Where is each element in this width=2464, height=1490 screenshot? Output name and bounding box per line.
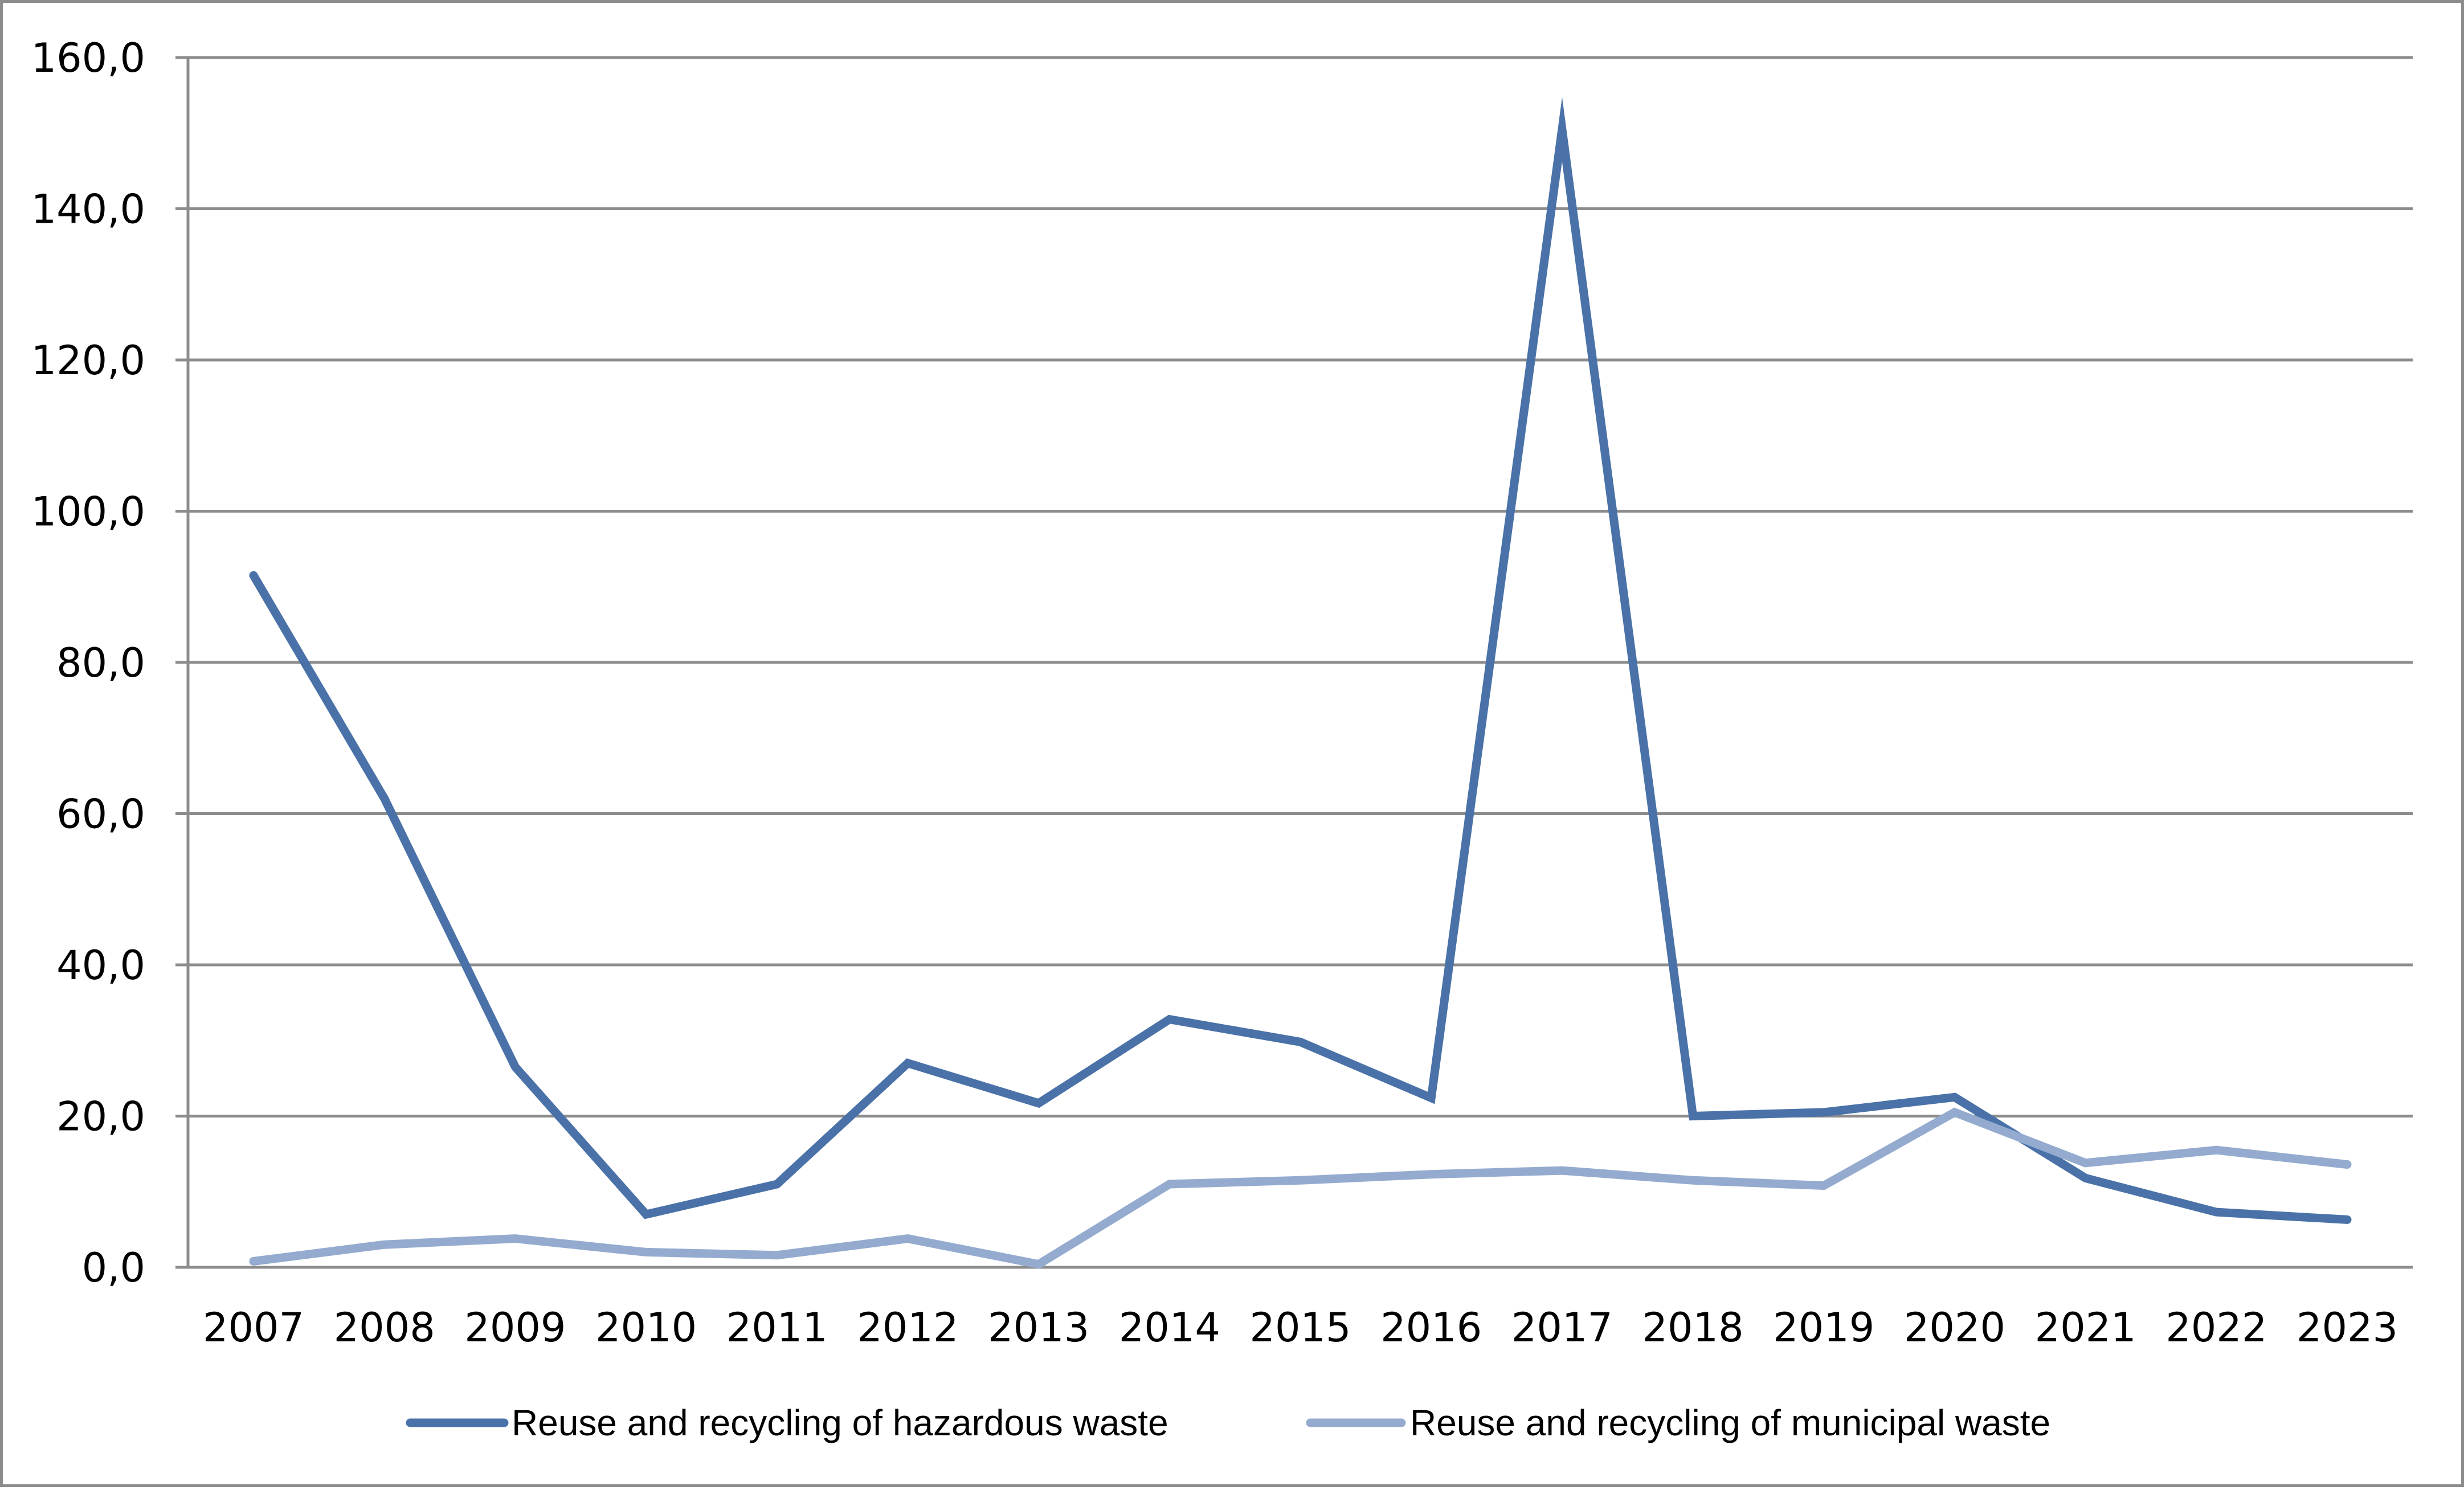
series-line-1 — [249, 97, 2352, 1224]
y-axis-tick-labels: 0,0 20,0 40,0 60,0 80,0 100,0 120,0 140,0 160,0 — [31, 35, 145, 1291]
x-tick-label: 2017 — [1511, 1304, 1613, 1351]
gridlines — [188, 56, 2413, 1118]
legend-label: Reuse and recycling of hazardous waste — [512, 1402, 1168, 1443]
x-tick-label: 2011 — [726, 1304, 828, 1351]
legend: Reuse and recycling of hazardous waste Re… — [406, 1402, 2050, 1443]
x-tick-label: 2022 — [2165, 1304, 2267, 1351]
x-tick-label: 2012 — [857, 1304, 958, 1351]
x-tick-label: 2023 — [2297, 1304, 2398, 1351]
x-tick-label: 2014 — [1119, 1304, 1220, 1351]
y-tick-label: 0,0 — [82, 1245, 145, 1291]
y-tick-label: 120,0 — [31, 337, 145, 384]
x-tick-label: 2007 — [203, 1304, 304, 1351]
y-tick-label: 80,0 — [56, 640, 145, 686]
y-tick-label: 40,0 — [56, 942, 145, 989]
legend-label: Reuse and recycling of municipal waste — [1410, 1402, 2050, 1443]
x-tick-label: 2009 — [464, 1304, 566, 1351]
series-line-2 — [249, 1107, 2352, 1269]
y-tick-label: 160,0 — [31, 35, 145, 81]
x-tick-label: 2020 — [1904, 1304, 2005, 1351]
x-tick-label: 2019 — [1773, 1304, 1874, 1351]
x-axis-tick-labels: 2007 2008 2009 2010 2011 2012 2013 2014 2015 2016… — [203, 1304, 2398, 1351]
x-tick-label: 2016 — [1380, 1304, 1482, 1351]
y-tick-label: 140,0 — [31, 186, 145, 233]
y-tick-label: 20,0 — [56, 1094, 145, 1140]
y-tick-label: 100,0 — [31, 489, 145, 535]
x-tick-label: 2018 — [1642, 1304, 1743, 1351]
x-tick-label: 2013 — [988, 1304, 1089, 1351]
series-lines — [249, 97, 2352, 1269]
x-tick-label: 2008 — [334, 1304, 435, 1351]
x-tick-label: 2021 — [2035, 1304, 2136, 1351]
axes — [175, 56, 2413, 1269]
x-tick-label: 2015 — [1249, 1304, 1351, 1351]
x-tick-label: 2010 — [595, 1304, 697, 1351]
line-chart: 0,020,040,060,080,0100,0120,0140,0160,0 … — [31, 35, 2413, 1443]
y-tick-label: 60,0 — [56, 791, 145, 838]
